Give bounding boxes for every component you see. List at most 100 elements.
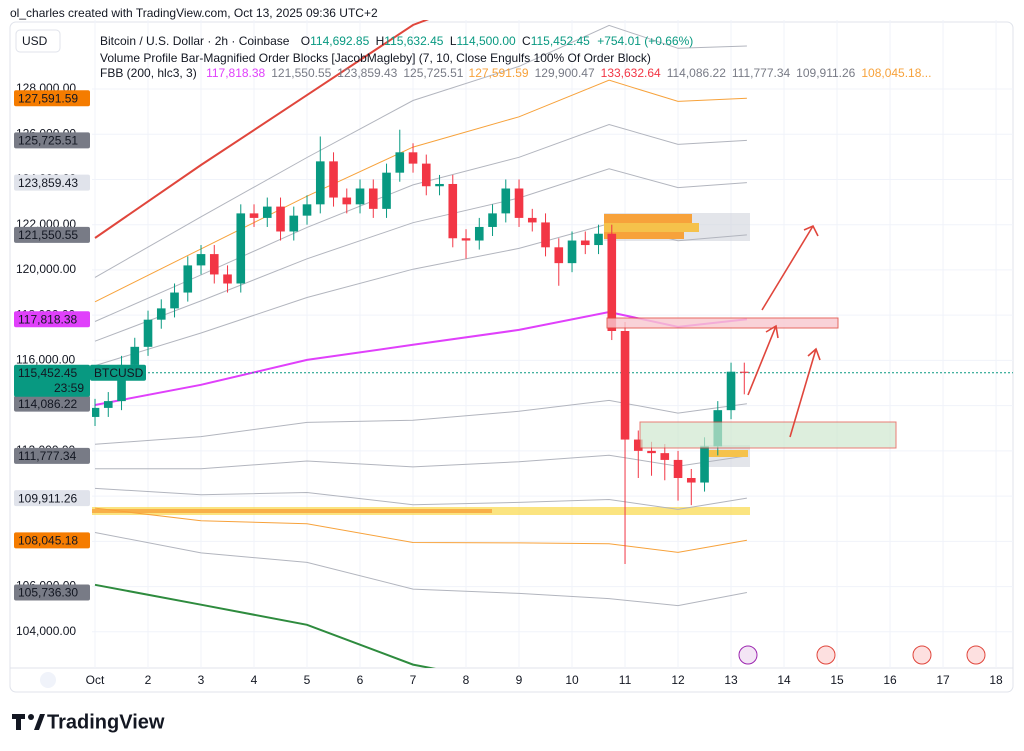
price-tag xyxy=(14,532,90,549)
candle-body xyxy=(408,152,418,164)
arrow[interactable] xyxy=(761,225,814,311)
x-tick-label: 6 xyxy=(357,673,364,687)
support-box[interactable] xyxy=(639,421,897,449)
price-tag-label: 108,045.18 xyxy=(18,533,78,547)
fbb-value: 133,632.64 xyxy=(601,66,661,80)
candle-body xyxy=(156,308,166,320)
price-tag xyxy=(14,447,90,464)
candle-body xyxy=(435,183,444,187)
candle-body xyxy=(382,172,391,209)
fbb-value: 114,086.22 xyxy=(667,66,726,80)
candle-body xyxy=(223,274,232,284)
price-tag-label: 125,725.51 xyxy=(18,134,78,148)
x-tick-label: 14 xyxy=(777,673,791,687)
candle-body xyxy=(474,226,484,241)
x-tick-label: 12 xyxy=(671,673,685,687)
candle-body xyxy=(580,240,590,246)
candle-body xyxy=(103,401,113,408)
x-tick-label: 16 xyxy=(883,673,897,687)
candle-body xyxy=(329,161,338,198)
candle-body xyxy=(302,204,312,216)
x-tick-label: 18 xyxy=(989,673,1003,687)
volume-bar xyxy=(706,450,748,457)
price-tag-label: 114,086.22 xyxy=(18,397,77,411)
band-line xyxy=(94,123,747,322)
event-icon[interactable] xyxy=(816,645,836,665)
ohlc-value: 115,632.45 xyxy=(384,34,443,48)
x-tick-label: 11 xyxy=(619,673,632,687)
symbol-label: BTCUSD xyxy=(94,366,144,380)
candle-body xyxy=(92,407,100,417)
price-tag-label: 105,736.30 xyxy=(18,586,78,600)
x-tick-label: 9 xyxy=(516,673,523,687)
arrow[interactable] xyxy=(789,348,817,438)
candle-body xyxy=(607,233,617,331)
ohlc-key: H xyxy=(376,34,385,48)
candle-body xyxy=(368,188,378,209)
price-tag xyxy=(14,132,90,149)
price-tag-label: 127,591.59 xyxy=(18,91,78,105)
currency-button[interactable] xyxy=(15,29,61,53)
legend-line-1: Bitcoin / U.S. Dollar · 2h · Coinbase O1… xyxy=(100,34,693,48)
fbb-value: 111,777.34 xyxy=(732,66,791,80)
candle-body xyxy=(170,292,179,309)
event-icon[interactable] xyxy=(912,645,932,665)
drawings xyxy=(606,224,897,449)
candle-body xyxy=(567,240,577,264)
indicator-legend: Volume Profile Bar-Magnified Order Block… xyxy=(100,51,651,65)
volume-bar xyxy=(604,232,684,239)
x-tick-label: 2 xyxy=(145,673,152,687)
countdown: 23:59 xyxy=(54,381,84,395)
candle-body xyxy=(686,478,696,483)
fbb-value: 121,550.55 xyxy=(271,66,331,80)
band-line xyxy=(94,24,747,278)
fbb-value: 117,818.38 xyxy=(206,66,265,80)
fbb-bands xyxy=(94,20,748,668)
candle-body xyxy=(236,213,246,284)
price-tag xyxy=(14,226,90,243)
price-axis: 104,000.00106,000.00108,000.00110,000.00… xyxy=(16,81,76,638)
candle-body xyxy=(488,213,497,227)
price-tag-label: 109,911.26 xyxy=(18,491,77,505)
arrow[interactable] xyxy=(747,325,777,396)
y-tick-label: 120,000.00 xyxy=(16,262,76,276)
candle-body xyxy=(633,439,643,451)
ohlc-value: 115,452.45 xyxy=(531,34,590,48)
volume-bar xyxy=(604,223,699,232)
price-tag xyxy=(14,395,90,412)
candle-body xyxy=(660,453,670,460)
candle-body xyxy=(355,188,365,205)
timezone-icon[interactable] xyxy=(40,672,56,688)
currency[interactable]: USD xyxy=(22,34,48,48)
candle-body xyxy=(647,450,656,454)
candle-body xyxy=(700,446,709,483)
fbb-legend: FBB (200, hlc3, 3) 117,818.38 121,550.55 1… xyxy=(100,66,931,80)
band-line xyxy=(94,583,436,668)
brand-name: TradingView xyxy=(47,711,165,733)
candle-body xyxy=(514,188,524,218)
resistance-box[interactable] xyxy=(606,317,839,329)
header: ol_charles created with TradingView.com,… xyxy=(10,6,378,20)
event-icon[interactable] xyxy=(966,645,986,665)
logo xyxy=(34,714,45,730)
x-tick-label: 15 xyxy=(830,673,844,687)
brand: TradingView xyxy=(12,711,165,733)
price-tag xyxy=(14,490,90,507)
candle-body xyxy=(183,265,193,293)
band-line xyxy=(94,507,747,553)
candle-body xyxy=(461,238,471,241)
arrow-head xyxy=(807,347,821,361)
price-tag-label: 111,777.34 xyxy=(18,449,77,463)
time-axis: Oct 2 3 4 5 6 7 8 9 10 11 12 13 14 15 16 17 18 xyxy=(86,673,1003,687)
price-tag xyxy=(14,311,90,328)
fbb-value: 109,911.26 xyxy=(796,66,855,80)
event-icon[interactable] xyxy=(738,645,758,665)
grid xyxy=(92,20,1013,668)
candle-body xyxy=(209,254,219,275)
candle-body xyxy=(262,206,272,218)
candle-body xyxy=(620,330,630,440)
candle-body xyxy=(448,183,458,239)
ohlc-value: 114,500.00 xyxy=(457,34,516,48)
candle-body xyxy=(421,163,431,187)
